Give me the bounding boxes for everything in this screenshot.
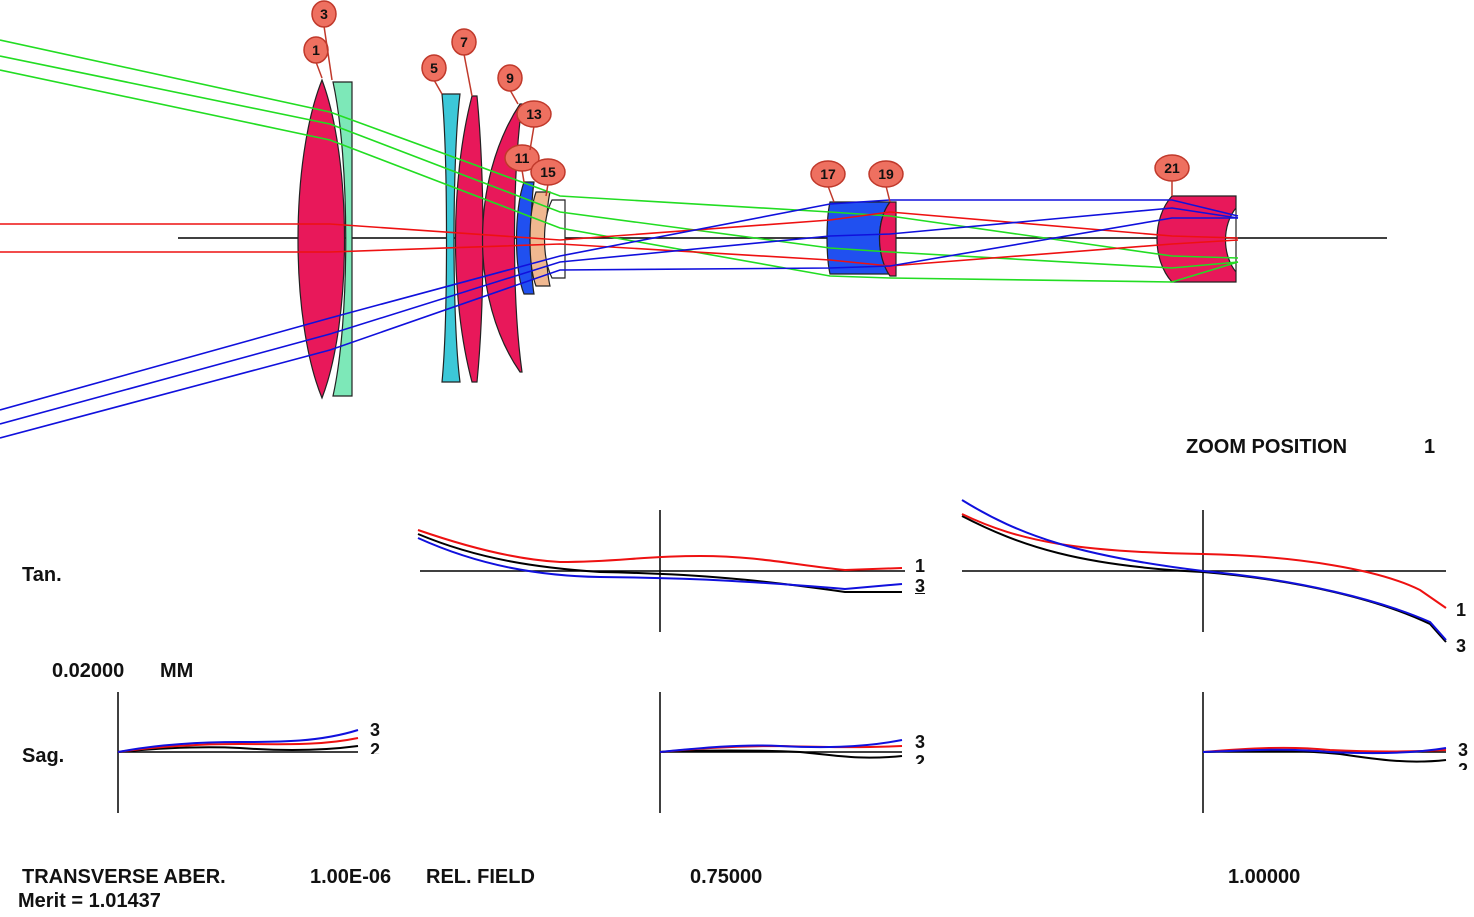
surface-tag-label: 7 bbox=[460, 34, 468, 50]
surface-tag-label: 15 bbox=[540, 164, 556, 180]
curve-label-3: 3 bbox=[1456, 636, 1467, 656]
surface-tag-19: 19 bbox=[868, 160, 904, 203]
surface-tag-17: 17 bbox=[810, 160, 846, 203]
curve-label-2: 2 bbox=[915, 752, 926, 764]
curve-label-1: 1 bbox=[915, 556, 926, 576]
field-label-075: 0.75000 bbox=[690, 866, 763, 888]
ray-green bbox=[0, 55, 1239, 269]
ray-red bbox=[0, 239, 1239, 267]
tan-curve-red bbox=[417, 529, 903, 572]
surface-tag-7: 7 bbox=[451, 28, 477, 97]
tan-plot-field-075 bbox=[417, 510, 905, 632]
zoom-position-value: 1 bbox=[1424, 436, 1436, 458]
tan-plot-field-100 bbox=[961, 499, 1447, 643]
sag-curve-black bbox=[659, 749, 903, 759]
surface-tag-label: 9 bbox=[506, 70, 514, 86]
merit-value: Merit = 1.01437 bbox=[18, 890, 161, 912]
lens-element-19 bbox=[878, 201, 897, 277]
curve-label-3: 3 bbox=[370, 720, 381, 740]
field-label-0: 1.00E-06 bbox=[310, 866, 392, 888]
surface-tag-label: 19 bbox=[878, 166, 894, 182]
surface-tag-5: 5 bbox=[421, 54, 447, 95]
tan-curve-blue bbox=[417, 537, 903, 591]
zoom-position-label: ZOOM POSITION bbox=[1186, 436, 1348, 458]
surface-tag-label: 13 bbox=[526, 106, 542, 122]
tan-label: Tan. bbox=[22, 564, 62, 586]
surface-tag-9: 9 bbox=[497, 64, 523, 105]
ray-blue bbox=[0, 199, 1239, 411]
lens-element-1 bbox=[297, 78, 346, 400]
surface-tag-label: 5 bbox=[430, 60, 438, 76]
surface-tag-1: 1 bbox=[303, 36, 329, 79]
field-label-100: 1.00000 bbox=[1228, 866, 1301, 888]
surface-tag-label: 3 bbox=[320, 6, 328, 22]
surface-tag-15: 15 bbox=[530, 158, 566, 197]
tan-curve-red bbox=[961, 513, 1447, 609]
ray-trace bbox=[0, 39, 1239, 439]
ray-green bbox=[0, 39, 1239, 259]
surface-tag-21: 21 bbox=[1154, 154, 1190, 196]
surface-tag-11: 11 bbox=[504, 144, 540, 183]
curve-label-3: 3 bbox=[1458, 740, 1469, 760]
aberration-plots bbox=[117, 499, 1447, 813]
sag-label: Sag. bbox=[22, 745, 65, 767]
ray-blue bbox=[0, 207, 1239, 425]
surface-tag-13: 13 bbox=[516, 100, 552, 151]
curve-label-3: 3 bbox=[915, 732, 926, 752]
surface-tag-label: 11 bbox=[515, 150, 530, 166]
surface-tag-label: 21 bbox=[1164, 160, 1180, 176]
surface-tag-label: 1 bbox=[312, 42, 320, 58]
ray-green bbox=[0, 69, 1239, 283]
ray-red bbox=[0, 211, 1239, 241]
curve-label-1: 1 bbox=[1456, 600, 1467, 620]
ray-blue bbox=[0, 217, 1238, 439]
lens-element-3 bbox=[332, 81, 353, 397]
scale-value: 0.02000 bbox=[52, 660, 125, 682]
sag-curve-blue bbox=[659, 739, 903, 753]
sag-curve-black bbox=[117, 745, 359, 753]
curve-label-3: 3 bbox=[915, 576, 926, 596]
scale-unit: MM bbox=[160, 660, 194, 682]
transverse-aber-title: TRANSVERSE ABER. bbox=[22, 866, 226, 888]
sag-curve-red bbox=[117, 737, 359, 753]
rel-field-label: REL. FIELD bbox=[426, 866, 535, 888]
sag-curve-blue bbox=[117, 729, 359, 753]
sag-plot-field-0 bbox=[117, 692, 359, 813]
sag-plot-field-100 bbox=[1202, 692, 1447, 813]
surface-tag-3: 3 bbox=[311, 0, 337, 81]
sag-plot-field-075 bbox=[659, 692, 903, 813]
lens-element-7 bbox=[454, 95, 484, 383]
curve-label-2: 2 bbox=[1458, 760, 1469, 770]
curve-label-2: 2 bbox=[370, 740, 381, 754]
sag-curve-blue bbox=[1202, 747, 1447, 755]
tan-curve-blue bbox=[961, 499, 1447, 641]
surface-tag-label: 17 bbox=[820, 166, 836, 182]
